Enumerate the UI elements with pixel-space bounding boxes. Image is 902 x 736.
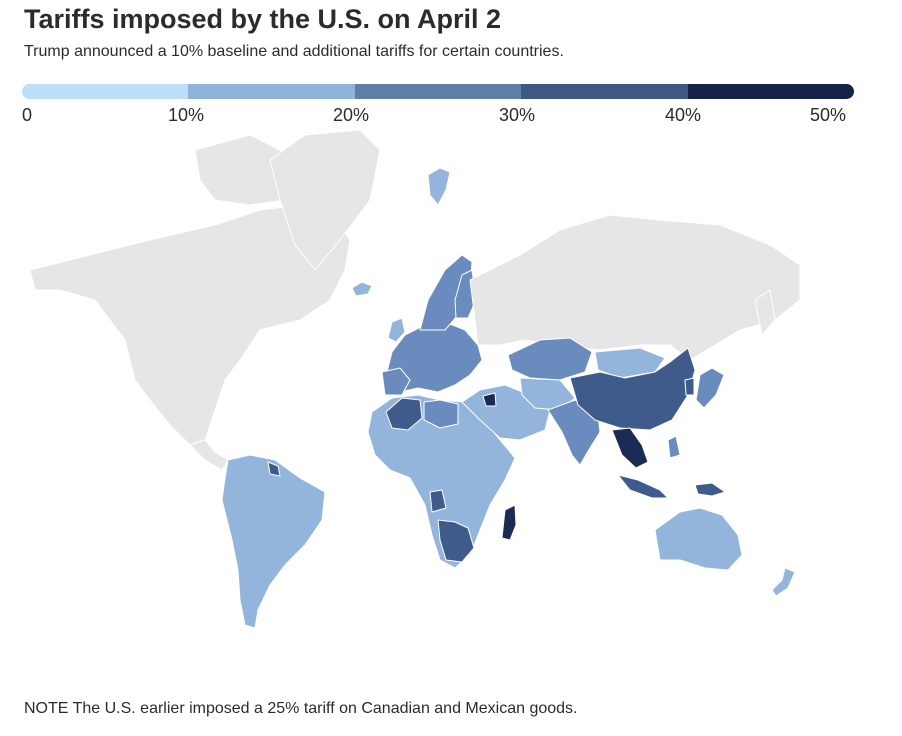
libya-region bbox=[423, 399, 459, 429]
new-guinea-region bbox=[694, 482, 726, 497]
legend-ticks: 0 10% 20% 30% 40% 50% bbox=[0, 105, 902, 129]
philippines-region bbox=[667, 435, 681, 459]
europe-region bbox=[384, 319, 483, 393]
legend-tick-50: 50% bbox=[810, 105, 847, 125]
japan-region bbox=[695, 367, 725, 409]
south-america-region bbox=[221, 454, 326, 629]
syria-region bbox=[482, 392, 497, 407]
iceland-region bbox=[351, 281, 373, 297]
southern-africa-region bbox=[437, 519, 475, 563]
kazakhstan-region bbox=[507, 337, 593, 381]
page-title: Tariffs imposed by the U.S. on April 2 bbox=[24, 4, 502, 34]
kamchatka-region bbox=[754, 289, 776, 336]
iberia-region bbox=[381, 367, 411, 396]
guyana-region bbox=[267, 461, 281, 477]
legend-tick-40: 40% bbox=[665, 105, 702, 125]
indonesia-region bbox=[617, 474, 669, 499]
legend-segment-20-30 bbox=[354, 84, 522, 99]
madagascar-region bbox=[501, 504, 517, 541]
africa-region bbox=[367, 394, 516, 569]
greenland-region bbox=[269, 129, 381, 271]
new-zealand-region bbox=[771, 567, 796, 597]
legend-segment-10-20 bbox=[188, 84, 355, 99]
legend-tick-0: 0 bbox=[22, 105, 33, 125]
southeast-asia-region bbox=[611, 427, 649, 469]
legend-bar bbox=[22, 84, 854, 99]
page-subtitle: Trump announced a 10% baseline and addit… bbox=[24, 43, 564, 60]
legend-tick-30: 30% bbox=[499, 105, 536, 125]
central-america-region bbox=[189, 439, 229, 471]
world-map bbox=[29, 129, 801, 629]
russia-region bbox=[469, 214, 801, 361]
legend-segment-30-40 bbox=[521, 84, 688, 99]
uk-region bbox=[387, 317, 406, 343]
legend-segment-0-10 bbox=[22, 84, 189, 99]
korea-region bbox=[684, 377, 695, 396]
australia-region bbox=[654, 507, 743, 571]
algeria-region bbox=[385, 397, 423, 431]
botswana-region bbox=[429, 489, 447, 513]
footnote: NOTE The U.S. earlier imposed a 25% tari… bbox=[24, 700, 578, 717]
svalbard-region bbox=[427, 167, 451, 206]
legend-tick-20: 20% bbox=[333, 105, 370, 125]
legend-segment-40-50 bbox=[687, 84, 854, 99]
north-america-region bbox=[29, 204, 351, 446]
legend-tick-10: 10% bbox=[168, 105, 205, 125]
